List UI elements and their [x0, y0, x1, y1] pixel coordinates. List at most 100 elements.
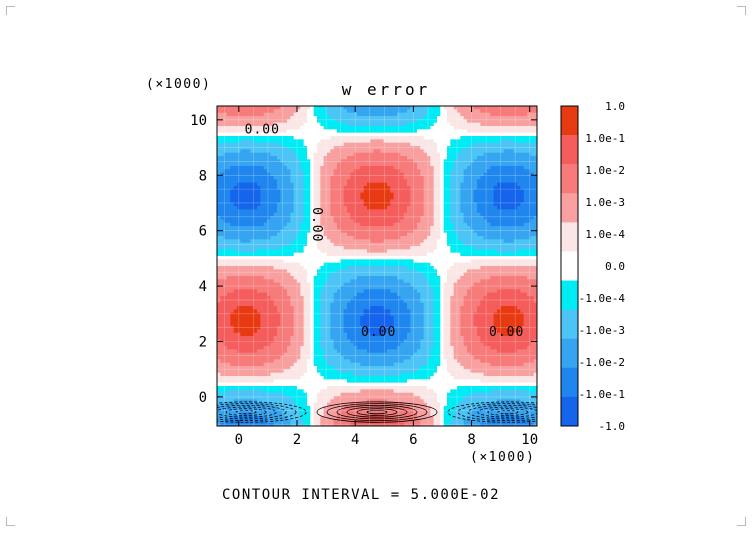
- contour-cell: [233, 176, 238, 180]
- contour-cell: [347, 316, 351, 320]
- contour-cell: [327, 282, 331, 287]
- contour-cell: [273, 139, 278, 144]
- contour-cell: [300, 166, 305, 170]
- contour-cell: [380, 169, 385, 174]
- contour-cell: [320, 176, 325, 180]
- contour-cell: [273, 279, 278, 284]
- contour-cell: [377, 289, 381, 294]
- contour-cell: [337, 319, 341, 324]
- contour-cell: [297, 226, 301, 230]
- contour-cell: [270, 312, 275, 317]
- contour-cell: [337, 132, 341, 137]
- contour-cell: [260, 269, 265, 274]
- contour-cell: [287, 236, 291, 240]
- contour-cell: [273, 122, 278, 127]
- contour-cell: [323, 282, 328, 287]
- contour-cell: [370, 106, 375, 110]
- contour-cell: [243, 122, 248, 127]
- contour-cell: [343, 356, 348, 360]
- contour-cell: [240, 216, 245, 220]
- contour-cell: [300, 229, 305, 234]
- contour-cell: [223, 346, 228, 350]
- contour-cell: [360, 389, 365, 394]
- contour-cell: [350, 262, 355, 267]
- contour-cell: [377, 306, 381, 310]
- contour-cell: [267, 229, 271, 234]
- contour-cell: [303, 162, 308, 167]
- contour-cell: [223, 412, 228, 417]
- contour-cell: [247, 399, 251, 404]
- contour-cell: [220, 252, 225, 257]
- contour-cell: [370, 142, 375, 147]
- contour-cell: [230, 339, 235, 344]
- contour-cell: [230, 116, 235, 120]
- contour-cell: [257, 249, 261, 254]
- contour-cell: [297, 386, 301, 390]
- contour-cell: [360, 136, 365, 140]
- contour-cell: [270, 116, 275, 120]
- contour-cell: [350, 259, 355, 264]
- contour-cell: [220, 216, 225, 220]
- contour-cell: [373, 416, 378, 420]
- contour-cell: [300, 359, 305, 364]
- contour-cell: [357, 146, 361, 150]
- contour-cell: [333, 296, 338, 300]
- contour-cell: [377, 276, 381, 280]
- contour-cell: [273, 176, 278, 180]
- contour-cell: [343, 319, 348, 324]
- contour-cell: [283, 126, 288, 130]
- contour-cell: [340, 272, 345, 277]
- contour-cell: [350, 236, 355, 240]
- contour-cell: [273, 226, 278, 230]
- contour-cell: [303, 182, 308, 187]
- contour-cell: [373, 242, 378, 247]
- contour-cell: [343, 372, 348, 377]
- contour-cell: [237, 212, 241, 217]
- contour-cell: [300, 416, 305, 420]
- contour-cell: [373, 119, 378, 124]
- contour-cell: [330, 419, 335, 424]
- contour-cell: [313, 356, 318, 360]
- contour-cell: [363, 139, 368, 144]
- contour-cell: [287, 172, 291, 177]
- contour-cell: [307, 266, 311, 270]
- contour-cell: [383, 406, 388, 410]
- contour-cell: [290, 366, 295, 370]
- contour-cell: [313, 392, 318, 397]
- contour-cell: [353, 366, 358, 370]
- contour-cell: [287, 422, 291, 426]
- contour-cell: [373, 332, 378, 337]
- contour-cell: [330, 186, 335, 190]
- contour-cell: [333, 332, 338, 337]
- contour-cell: [363, 406, 368, 410]
- contour-cell: [253, 106, 258, 110]
- contour-cell: [310, 232, 315, 237]
- contour-cell: [217, 349, 221, 354]
- contour-cell: [377, 152, 381, 157]
- contour-cell: [383, 336, 388, 340]
- contour-cell: [317, 126, 321, 130]
- contour-cell: [333, 406, 338, 410]
- contour-cell: [383, 132, 388, 137]
- contour-cell: [357, 166, 361, 170]
- contour-cell: [360, 322, 365, 327]
- contour-cell: [337, 329, 341, 334]
- contour-cell: [220, 306, 225, 310]
- contour-cell: [243, 346, 248, 350]
- contour-cell: [323, 186, 328, 190]
- contour-cell: [220, 242, 225, 247]
- contour-cell: [353, 332, 358, 337]
- contour-cell: [303, 216, 308, 220]
- contour-cell: [353, 186, 358, 190]
- contour-cell: [350, 349, 355, 354]
- contour-cell: [283, 222, 288, 227]
- contour-cell: [380, 419, 385, 424]
- contour-cell: [383, 126, 388, 130]
- contour-cell: [387, 112, 391, 117]
- contour-cell: [313, 289, 318, 294]
- contour-cell: [387, 336, 391, 340]
- contour-cell: [257, 326, 261, 330]
- contour-cell: [270, 179, 275, 184]
- contour-cell: [287, 306, 291, 310]
- contour-cell: [303, 302, 308, 307]
